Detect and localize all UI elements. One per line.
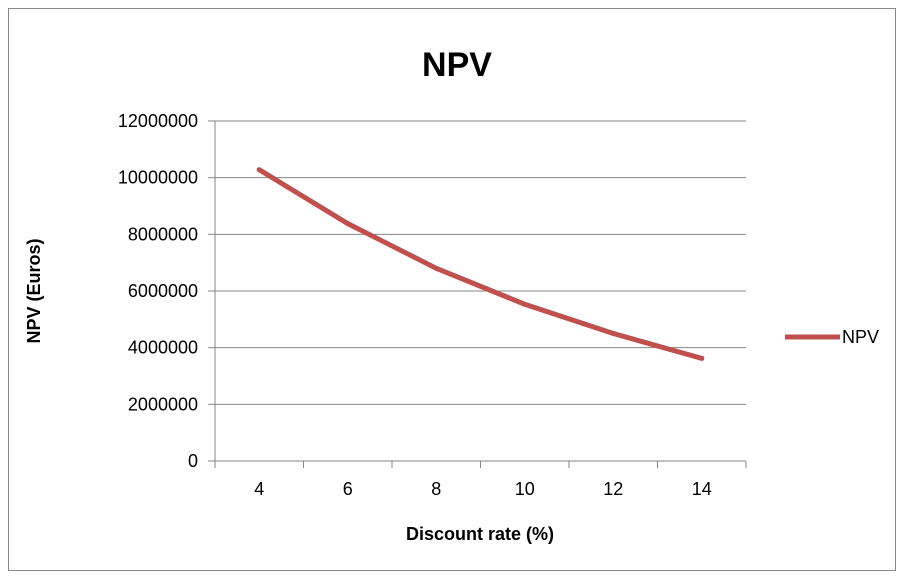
series-layer	[256, 167, 705, 361]
x-tick-label-2: 8	[431, 479, 441, 499]
x-axis-label: Discount rate (%)	[406, 524, 554, 544]
data-point-5	[699, 355, 705, 361]
legend: NPV	[785, 327, 879, 347]
y-tick-label-0: 0	[188, 451, 198, 471]
x-tick-label-4: 12	[603, 479, 623, 499]
data-point-4	[610, 331, 616, 336]
x-tick-label-5: 14	[692, 479, 712, 499]
series-line-npv	[256, 167, 705, 361]
legend-label-npv: NPV	[842, 327, 879, 347]
y-tick-labels: 0 2000000 4000000 6000000 8000000 10000000 120…	[118, 111, 198, 471]
x-tick-label-0: 4	[254, 479, 264, 499]
axes	[208, 120, 747, 468]
data-point-2	[433, 265, 439, 271]
gridlines	[215, 120, 746, 405]
chart-frame	[8, 8, 896, 571]
y-tick-label-3: 6000000	[128, 281, 198, 301]
y-tick-label-4: 8000000	[128, 224, 198, 244]
y-tick-label-1: 2000000	[128, 394, 198, 414]
x-tick-labels: 4 6 8 10 12 14	[254, 479, 712, 499]
y-tick-label-5: 10000000	[118, 168, 198, 188]
y-tick-label-6: 12000000	[118, 111, 198, 131]
chart-title: NPV	[422, 46, 492, 84]
data-point-1	[345, 221, 351, 227]
y-axis-label: NPV (Euros)	[24, 238, 44, 343]
x-tick-label-1: 6	[343, 479, 353, 499]
x-tick-label-3: 10	[515, 479, 535, 499]
data-point-0	[256, 167, 262, 173]
data-point-3	[522, 301, 528, 307]
y-tick-label-2: 4000000	[128, 338, 198, 358]
